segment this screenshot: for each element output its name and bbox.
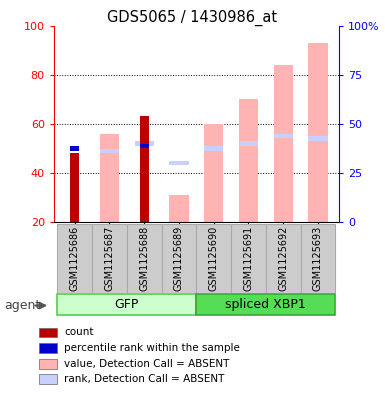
- Text: count: count: [64, 327, 94, 338]
- Text: value, Detection Call = ABSENT: value, Detection Call = ABSENT: [64, 358, 229, 369]
- Bar: [140, 144, 149, 148]
- Bar: [162, 224, 196, 293]
- Bar: [204, 124, 223, 222]
- Text: GSM1125690: GSM1125690: [209, 226, 219, 291]
- Bar: [70, 146, 79, 151]
- Text: GSM1125691: GSM1125691: [243, 226, 253, 291]
- Bar: [308, 136, 328, 141]
- Bar: [38, 374, 57, 384]
- Bar: [196, 224, 231, 293]
- Bar: [196, 294, 335, 315]
- Bar: [70, 153, 79, 222]
- Text: rank, Detection Call = ABSENT: rank, Detection Call = ABSENT: [64, 374, 224, 384]
- Bar: [231, 224, 266, 293]
- Text: agent: agent: [4, 299, 40, 312]
- Bar: [135, 141, 154, 146]
- Text: GSM1125687: GSM1125687: [104, 226, 114, 291]
- Bar: [38, 327, 57, 338]
- Bar: [274, 134, 293, 138]
- Bar: [100, 149, 119, 153]
- Bar: [100, 134, 119, 222]
- Bar: [301, 224, 335, 293]
- Text: GSM1125686: GSM1125686: [70, 226, 80, 291]
- Bar: [239, 141, 258, 146]
- Text: GSM1125688: GSM1125688: [139, 226, 149, 291]
- Bar: [92, 224, 127, 293]
- Bar: [140, 116, 149, 222]
- Text: GSM1125692: GSM1125692: [278, 226, 288, 291]
- Bar: [127, 224, 162, 293]
- Bar: [274, 65, 293, 222]
- Bar: [239, 99, 258, 222]
- Bar: [204, 146, 223, 151]
- Bar: [38, 343, 57, 353]
- Text: GDS5065 / 1430986_at: GDS5065 / 1430986_at: [107, 10, 278, 26]
- Text: GFP: GFP: [115, 298, 139, 311]
- Bar: [57, 294, 196, 315]
- Bar: [169, 195, 189, 222]
- Bar: [57, 224, 92, 293]
- Text: GSM1125689: GSM1125689: [174, 226, 184, 291]
- Text: percentile rank within the sample: percentile rank within the sample: [64, 343, 240, 353]
- Bar: [266, 224, 301, 293]
- Text: spliced XBP1: spliced XBP1: [226, 298, 306, 311]
- Text: GSM1125693: GSM1125693: [313, 226, 323, 291]
- Bar: [38, 359, 57, 369]
- Bar: [308, 43, 328, 222]
- Bar: [169, 161, 189, 165]
